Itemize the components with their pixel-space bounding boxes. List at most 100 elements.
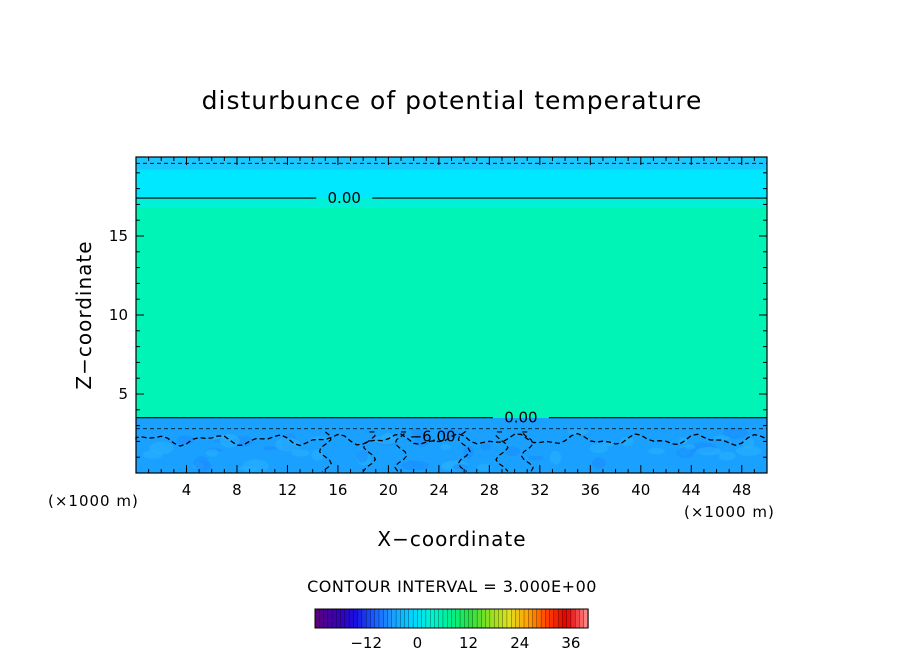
colorbar-cell — [549, 608, 555, 629]
noise-patch — [193, 456, 210, 470]
colorbar-cell — [361, 608, 367, 629]
colorbar-tick-label: −12 — [350, 634, 382, 652]
x-unit-label-left: (×1000 m) — [48, 492, 139, 510]
colorbar-cell — [331, 608, 337, 629]
noise-patch — [504, 446, 521, 457]
colorbar-cell — [498, 608, 504, 629]
colorbar-cell — [400, 608, 406, 629]
noise-patch — [743, 437, 755, 449]
noise-patch — [713, 435, 730, 441]
noise-patch — [275, 437, 301, 452]
colorbar-cell — [395, 608, 401, 629]
noise-patch — [291, 449, 310, 457]
noise-patch — [238, 465, 259, 471]
colorbar-cell — [442, 608, 448, 629]
colorbar-cell — [511, 608, 517, 629]
colorbar-cell — [502, 608, 508, 629]
x-tick-label: 12 — [278, 481, 297, 499]
contour-plume — [457, 431, 471, 472]
contour-label-1: 0.00 — [504, 409, 537, 427]
contour-label-2: −6.00 — [410, 428, 456, 446]
x-tick-label: 36 — [581, 481, 600, 499]
chart-title: disturbunce of potential temperature — [201, 86, 703, 115]
colorbar-cell — [417, 608, 423, 629]
colorbar-cell — [366, 608, 372, 629]
colorbar-cell — [391, 608, 397, 629]
noise-patch — [440, 429, 462, 439]
colorbar-cell — [323, 608, 329, 629]
colorbar-cell — [557, 608, 564, 629]
contour-plume — [394, 431, 409, 472]
noise-patch — [718, 451, 736, 461]
noise-patch — [676, 446, 695, 459]
noise-patch — [592, 457, 606, 470]
x-tick-label: 8 — [232, 481, 242, 499]
noise-patch — [176, 435, 194, 445]
colorbar-cell — [387, 608, 393, 629]
contour-interval-text: CONTOUR INTERVAL = 3.000E+00 — [307, 577, 597, 596]
y-tick-label: 10 — [109, 306, 128, 324]
noise-patch — [549, 450, 562, 465]
colorbar-frame — [314, 608, 589, 629]
noise-patch — [262, 446, 277, 451]
colorbar-cell — [476, 608, 483, 629]
noise-patch — [401, 460, 430, 471]
colorbar-cell — [506, 608, 512, 629]
x-axis-label: X−coordinate — [377, 527, 527, 551]
colorbar-cell — [481, 608, 487, 629]
noise-patch — [356, 449, 368, 463]
noise-patch — [149, 441, 174, 455]
colorbar-cell — [314, 608, 320, 629]
noise-patch — [440, 443, 451, 451]
colorbar-cell — [575, 608, 581, 629]
colorbar-cell — [528, 608, 534, 629]
colorbar-cell — [344, 608, 350, 629]
colorbar-cell — [489, 608, 495, 629]
colorbar-cell — [566, 608, 572, 629]
x-tick-label: 4 — [182, 481, 192, 499]
colorbar-cell — [553, 608, 559, 629]
noise-patch — [696, 446, 722, 456]
colorbar-cell — [464, 608, 470, 629]
colorbar-cell — [562, 608, 568, 629]
x-tick-label: 24 — [429, 481, 448, 499]
contour-plume — [318, 431, 332, 472]
colorbar-cell — [579, 608, 585, 629]
contour-band-transition — [136, 198, 767, 208]
noise-patch — [735, 446, 762, 456]
x-tick-label: 48 — [732, 481, 751, 499]
colorbar-cell — [451, 608, 457, 629]
colorbar-cell — [532, 608, 538, 629]
contour-plume — [519, 431, 534, 472]
noise-patch — [528, 455, 544, 461]
contour-line-minus6 — [135, 432, 768, 447]
noise-patch — [722, 427, 748, 439]
colorbar-cell — [523, 608, 529, 629]
noise-patch — [441, 461, 455, 471]
colorbar-cell — [383, 608, 389, 629]
noise-patch — [620, 436, 635, 447]
x-unit-label-right: (×1000 m) — [684, 503, 775, 521]
colorbar-cell — [455, 608, 461, 629]
colorbar-cell — [540, 608, 546, 629]
colorbar-cell — [370, 608, 376, 629]
colorbar-cell — [348, 608, 355, 629]
colorbar-cell — [494, 608, 500, 629]
contour-plume — [495, 431, 509, 472]
colorbar-cell — [374, 608, 380, 629]
colorbar-cell — [438, 608, 444, 629]
noise-patch — [685, 443, 696, 450]
colorbar-cell — [472, 608, 478, 629]
noise-patch — [205, 448, 219, 457]
colorbar-cell — [425, 608, 431, 629]
x-tick-label: 16 — [328, 481, 347, 499]
colorbar-cell — [408, 608, 414, 629]
colorbar-cell — [340, 608, 346, 629]
noise-patch — [219, 433, 240, 448]
colorbar-cell — [404, 608, 410, 629]
x-tick-label: 28 — [480, 481, 499, 499]
x-tick-label: 20 — [379, 481, 398, 499]
colorbar-cell — [421, 608, 427, 629]
colorbar-cell — [485, 608, 491, 629]
colorbar-cell — [430, 608, 436, 629]
